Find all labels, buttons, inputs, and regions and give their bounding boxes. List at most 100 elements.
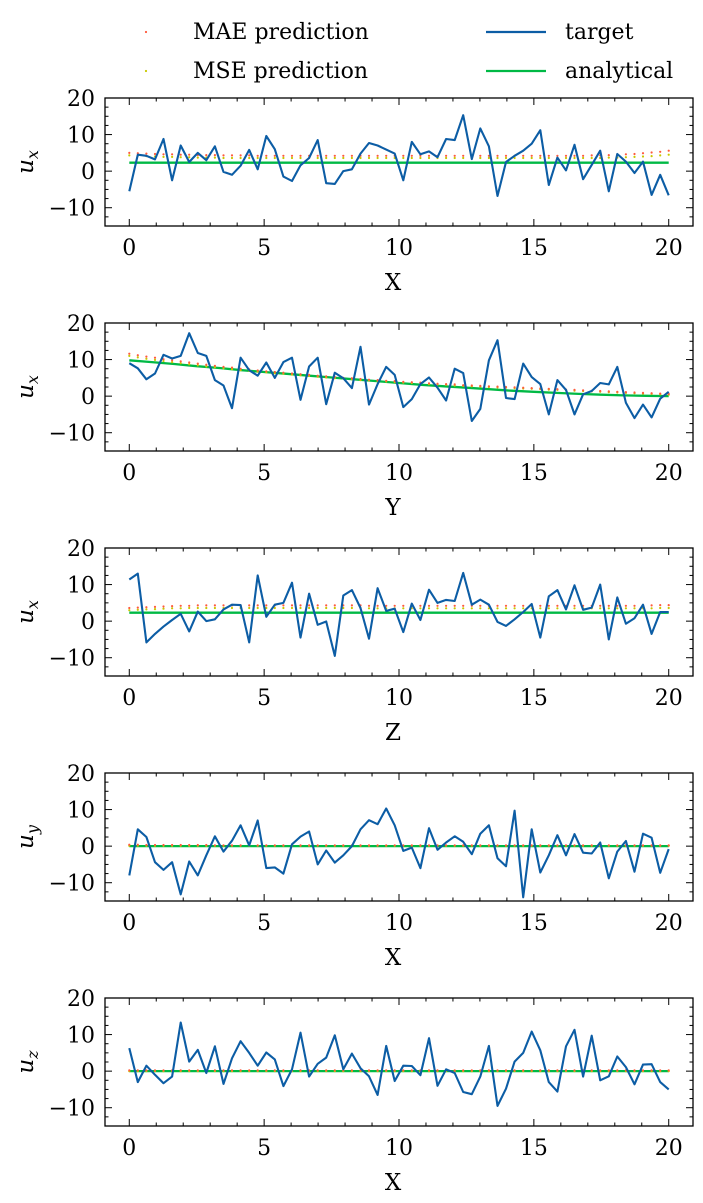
point-mae-prediction-3 (153, 843, 157, 847)
point-mse-prediction-39 (462, 156, 465, 160)
point-mae-prediction-5 (171, 605, 174, 608)
point-mse-prediction-63 (667, 606, 670, 610)
point-mse-prediction-15 (256, 156, 259, 160)
point-mse-prediction-28 (367, 607, 371, 610)
point-mae-prediction-36 (436, 382, 439, 385)
point-mae-prediction-19 (290, 604, 294, 607)
point-mse-prediction-41 (479, 156, 482, 160)
point-mae-prediction-23 (325, 375, 328, 378)
point-mse-prediction-57 (616, 607, 619, 610)
point-mae-prediction-62 (659, 150, 662, 153)
point-mse-prediction-21 (308, 606, 311, 610)
point-mae-prediction-49 (547, 844, 550, 847)
x-tick-label: 5 (257, 686, 271, 711)
point-mse-prediction-4 (162, 155, 165, 158)
y-axis-label-main: u (13, 1059, 39, 1074)
point-mse-prediction-2 (145, 608, 148, 611)
point-mae-prediction-11 (222, 154, 225, 157)
point-mae-prediction-53 (582, 154, 585, 157)
point-mse-prediction-56 (607, 607, 610, 610)
point-mse-prediction-41 (479, 607, 482, 610)
point-mae-prediction-12 (230, 844, 234, 847)
point-mae-prediction-39 (462, 154, 465, 157)
point-mae-prediction-38 (453, 844, 456, 847)
x-tick-label: 15 (520, 236, 548, 261)
point-mse-prediction-0 (128, 154, 131, 157)
point-mse-prediction-28 (367, 156, 371, 160)
y-tick-label: 0 (81, 160, 95, 185)
point-mse-prediction-58 (624, 156, 628, 159)
ticks (105, 772, 693, 902)
point-mse-prediction-2 (145, 357, 148, 360)
point-mae-prediction-36 (436, 1069, 439, 1072)
x-tick-label: 20 (655, 1136, 683, 1161)
y-tick-label: 10 (67, 1024, 95, 1049)
point-mae-prediction-39 (462, 384, 465, 387)
point-mse-prediction-18 (282, 606, 285, 610)
point-mse-prediction-24 (333, 606, 336, 610)
point-mae-prediction-12 (230, 1069, 234, 1072)
point-mae-prediction-53 (582, 389, 585, 392)
point-mae-prediction-45 (513, 1069, 516, 1072)
point-mae-prediction-17 (273, 370, 276, 374)
point-mse-prediction-32 (402, 156, 405, 160)
point-mae-prediction-61 (650, 1069, 653, 1072)
point-mse-prediction-29 (376, 156, 379, 160)
point-mae-prediction-37 (445, 604, 448, 607)
point-mae-prediction-31 (393, 1069, 396, 1072)
point-mse-prediction-53 (582, 156, 585, 160)
point-mae-prediction-59 (633, 152, 636, 156)
point-mae-prediction-23 (325, 604, 328, 607)
point-mae-prediction-3 (153, 1069, 157, 1072)
point-mae-prediction-13 (239, 844, 242, 847)
point-mse-prediction-17 (273, 156, 276, 160)
point-mae-prediction-21 (308, 604, 311, 607)
point-mae-prediction-31 (393, 604, 396, 607)
x-tick-label: 20 (655, 686, 683, 711)
point-mse-prediction-38 (453, 607, 456, 610)
point-mae-prediction-9 (205, 843, 208, 847)
point-mae-prediction-54 (590, 844, 593, 847)
point-mae-prediction-46 (522, 844, 525, 847)
point-mae-prediction-47 (530, 844, 533, 847)
point-mae-prediction-3 (153, 605, 157, 609)
y-tick-label: 20 (67, 312, 95, 337)
x-axis-label: X (385, 1170, 402, 1196)
point-mse-prediction-0 (128, 609, 131, 612)
point-mae-prediction-41 (479, 154, 482, 157)
x-tick-label: 10 (385, 911, 413, 936)
point-mae-prediction-26 (350, 154, 353, 157)
point-mse-prediction-8 (196, 364, 199, 367)
point-mae-prediction-51 (564, 1069, 568, 1072)
point-mse-prediction-60 (641, 155, 645, 158)
point-mae-prediction-30 (385, 379, 388, 382)
y-axis-label-sub: y (23, 824, 42, 835)
point-mse-prediction-3 (153, 358, 157, 361)
point-mse-prediction-26 (350, 606, 353, 610)
plot-area (128, 332, 670, 423)
x-axis-label: X (385, 270, 402, 296)
y-tick-label: 10 (67, 799, 95, 824)
point-mae-prediction-44 (504, 1069, 508, 1072)
point-mae-prediction-57 (616, 844, 619, 847)
point-mae-prediction-5 (171, 843, 174, 847)
point-mse-prediction-58 (624, 607, 628, 610)
point-mae-prediction-28 (367, 604, 371, 607)
point-mae-prediction-61 (650, 844, 653, 847)
legend: MAE prediction MSE prediction target analyt… (144, 20, 673, 84)
point-mse-prediction-5 (171, 155, 174, 158)
point-mae-prediction-2 (145, 355, 148, 358)
point-mae-prediction-60 (641, 391, 645, 394)
point-mae-prediction-50 (556, 388, 559, 391)
point-mse-prediction-42 (487, 156, 490, 160)
point-mae-prediction-43 (496, 604, 499, 607)
series-target (128, 807, 670, 899)
point-mse-prediction-34 (419, 156, 422, 160)
point-mae-prediction-27 (359, 377, 362, 381)
point-mse-prediction-10 (213, 156, 216, 159)
point-mae-prediction-49 (547, 154, 550, 157)
point-mae-prediction-63 (667, 1069, 670, 1072)
point-mse-prediction-51 (564, 156, 568, 160)
point-mae-prediction-37 (445, 154, 448, 157)
